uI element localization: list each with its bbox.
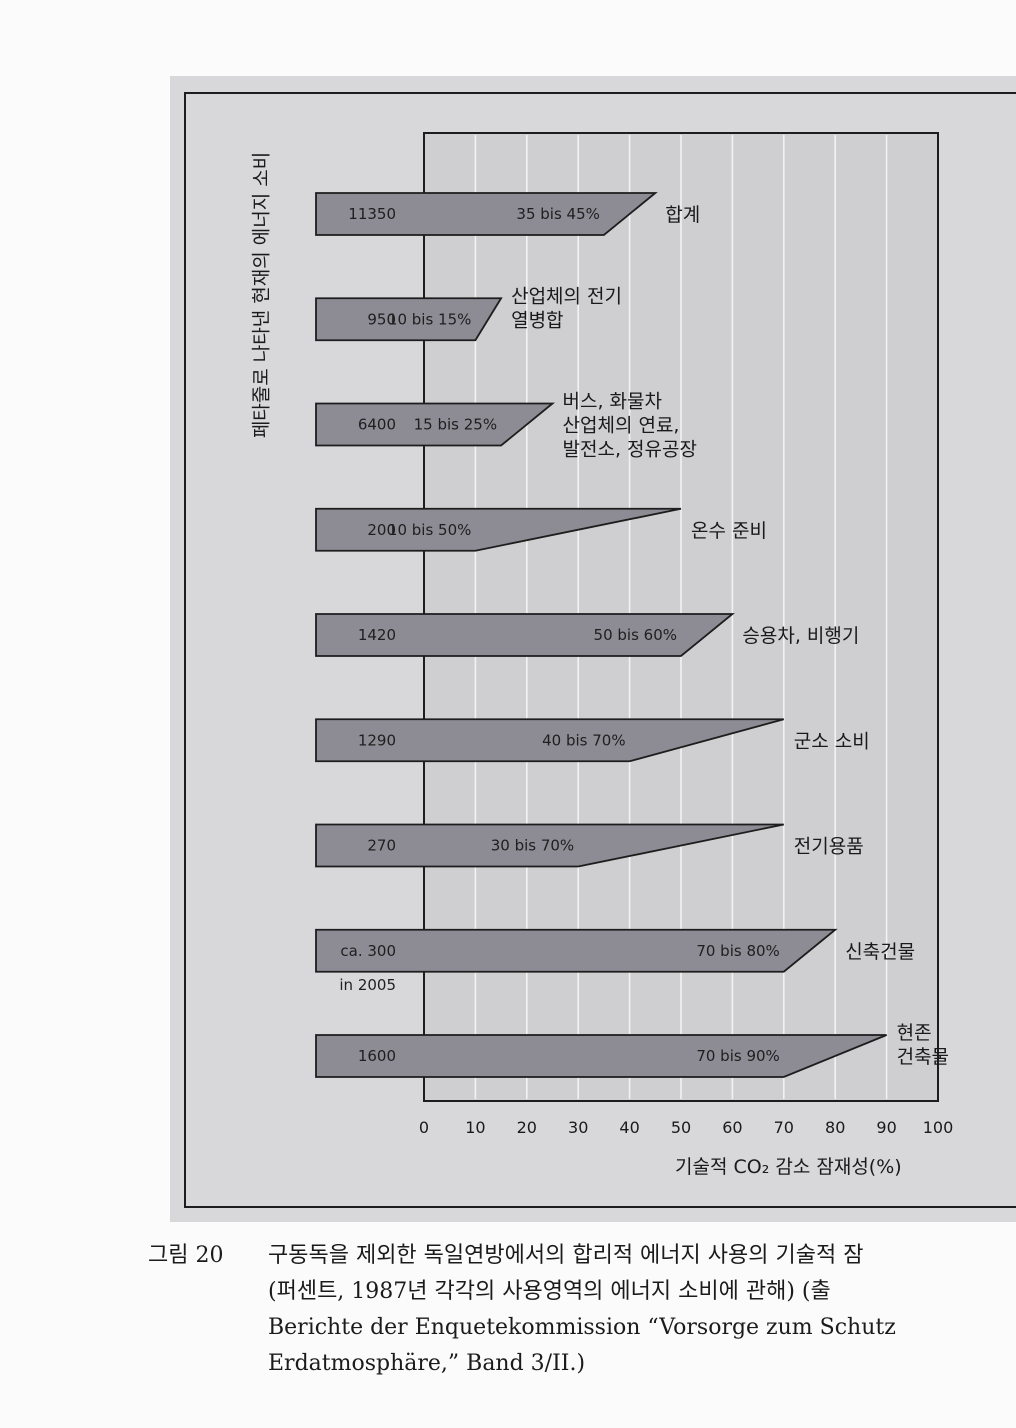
consumption-value: 270 (367, 837, 396, 855)
x-tick-label: 0 (419, 1118, 429, 1137)
consumption-value: 1420 (358, 626, 396, 644)
category-label: 전기용품 (794, 836, 864, 858)
range-label: 10 bis 15% (388, 310, 471, 328)
bar (315, 1034, 887, 1078)
category-label: 신축건물 (845, 941, 915, 963)
category-label: 산업체의 연료, (563, 415, 680, 437)
range-label: 40 bis 70% (542, 731, 625, 749)
category-label: 발전소, 정유공장 (563, 439, 697, 461)
range-label: 30 bis 70% (491, 837, 574, 855)
category-label: 온수 준비 (691, 520, 767, 542)
x-tick-label: 40 (619, 1118, 639, 1137)
range-label: 70 bis 90% (696, 1047, 779, 1065)
category-label: 버스, 화물차 (563, 391, 662, 413)
x-tick-label: 10 (465, 1118, 485, 1137)
consumption-value: 1290 (358, 731, 396, 749)
x-tick-label: 30 (568, 1118, 588, 1137)
figure-frame (184, 92, 1016, 1208)
y-axis-label: 페타줄로 나타낸 현재의 에너지 소비 (250, 151, 273, 439)
consumption-value: 6400 (358, 416, 396, 434)
caption-number: 그림 20 (148, 1243, 224, 1268)
consumption-value: ca. 300 (340, 942, 396, 960)
bar (315, 718, 785, 763)
x-tick-label: 20 (517, 1118, 537, 1137)
caption-line: (퍼센트, 1987년 각각의 사용영역의 에너지 소비에 관해) (출 (268, 1279, 831, 1304)
range-label: 70 bis 80% (696, 942, 779, 960)
x-axis-label: 기술적 CO₂ 감소 잠재성(%) (675, 1156, 902, 1178)
category-label: 열병합 (511, 309, 563, 331)
bar (315, 507, 682, 552)
consumption-value: 200 (367, 521, 396, 539)
bar (315, 613, 735, 657)
x-tick-label: 70 (774, 1118, 794, 1137)
x-tick-label: 50 (671, 1118, 691, 1137)
caption-line: 구동독을 제외한 독일연방에서의 합리적 에너지 사용의 기술적 잠 (268, 1243, 864, 1268)
chart-svg: 0 10 20 30 40 50 60 70 80 90 100 11350 35 bis 45% 합계 9… (315, 132, 954, 1137)
x-tick-label: 80 (825, 1118, 845, 1137)
x-tick-label: 100 (923, 1118, 954, 1137)
bar (315, 192, 658, 236)
category-label: 승용차, 비행기 (742, 625, 859, 647)
range-label: 35 bis 45% (516, 205, 599, 223)
bar (315, 402, 556, 447)
range-label: 50 bis 60% (594, 626, 677, 644)
caption-line: Berichte der Enquetekommission “Vorsorge… (268, 1315, 896, 1340)
consumption-value: 1600 (358, 1047, 396, 1065)
caption-text: 구동독을 제외한 독일연방에서의 합리적 에너지 사용의 기술적 잠 (퍼센트,… (268, 1238, 1016, 1382)
category-label: 합계 (665, 204, 700, 226)
range-label: 15 bis 25% (414, 416, 497, 434)
x-tick-label: 60 (722, 1118, 742, 1137)
consumption-value: 11350 (348, 205, 396, 223)
bar (315, 823, 784, 868)
consumption-value: 950 (367, 310, 396, 328)
caption-line: Erdatmosphäre,” Band 3/II.) (268, 1351, 586, 1376)
category-label: 산업체의 전기 (511, 285, 622, 307)
category-label: 건축물 (897, 1046, 949, 1068)
category-label: 군소 소비 (794, 730, 870, 752)
range-label: 10 bis 50% (388, 521, 471, 539)
category-label: 현존 (897, 1022, 932, 1044)
consumption-note: in 2005 (339, 976, 396, 994)
x-tick-label: 90 (876, 1118, 896, 1137)
bar (315, 928, 838, 973)
bar (315, 297, 503, 342)
